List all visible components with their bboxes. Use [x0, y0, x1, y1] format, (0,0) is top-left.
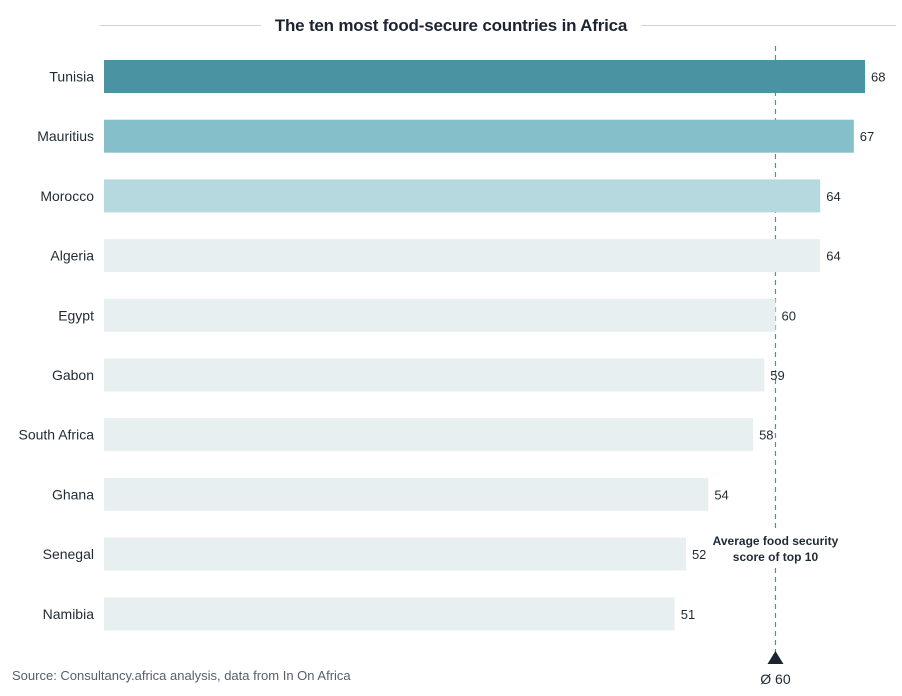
average-label-line1: Average food security: [713, 534, 839, 548]
value-label: 54: [714, 487, 728, 502]
value-label: 51: [681, 607, 695, 622]
value-label: 52: [692, 547, 706, 562]
category-label: Senegal: [43, 546, 94, 562]
bar-algeria: [104, 239, 821, 273]
title-rule-left: [100, 25, 270, 26]
average-label-line2: score of top 10: [733, 550, 819, 564]
value-label: 59: [770, 368, 784, 383]
bar-egypt: [104, 298, 776, 332]
category-label: Tunisia: [49, 69, 94, 85]
source-note: Source: Consultancy.africa analysis, dat…: [12, 668, 351, 683]
bar-namibia: [104, 597, 675, 631]
bar-ghana: [104, 477, 709, 511]
value-label: 60: [781, 308, 795, 323]
average-marker-triangle: [767, 651, 784, 664]
value-label: 58: [759, 428, 773, 443]
chart-title-bar: The ten most food-secure countries in Af…: [0, 12, 902, 40]
bar-gabon: [104, 358, 765, 392]
category-label: Morocco: [40, 188, 94, 204]
category-label: Namibia: [43, 606, 95, 622]
category-label: Mauritius: [37, 128, 94, 144]
category-label: South Africa: [19, 427, 95, 443]
category-label: Ghana: [52, 486, 94, 502]
category-label: Algeria: [50, 248, 94, 264]
average-label-background: [705, 530, 846, 566]
value-label: 67: [860, 129, 874, 144]
bar-tunisia: [104, 60, 865, 93]
value-label: 68: [871, 70, 885, 85]
category-label: Gabon: [52, 367, 94, 383]
value-label: 64: [826, 189, 840, 204]
bar-mauritius: [104, 119, 854, 153]
chart-title: The ten most food-secure countries in Af…: [260, 16, 642, 35]
bar-senegal: [104, 537, 686, 571]
title-rule-right: [636, 25, 896, 26]
value-label: 64: [826, 249, 840, 264]
average-marker-label: Ø 60: [760, 671, 791, 687]
category-label: Egypt: [58, 307, 94, 323]
bar-south-africa: [104, 418, 754, 452]
bar-morocco: [104, 179, 821, 213]
